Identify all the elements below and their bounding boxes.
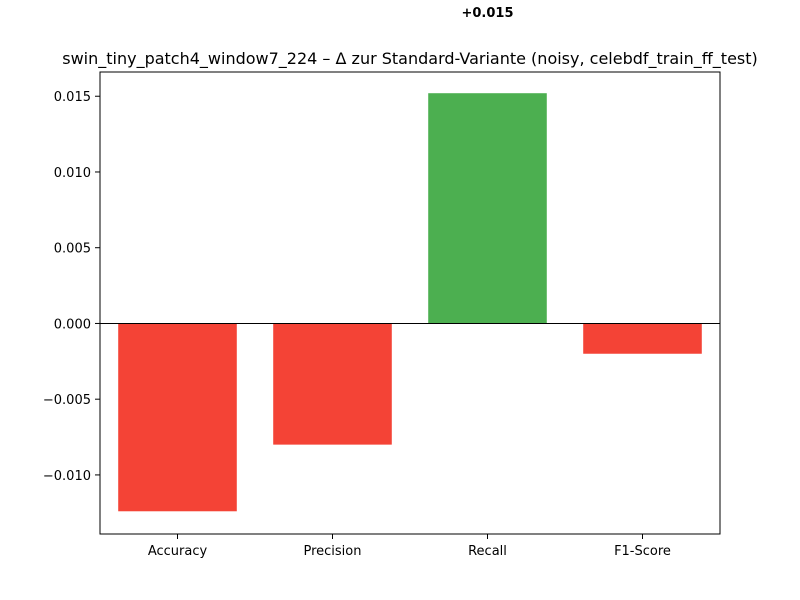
y-tick-label: −0.010	[43, 469, 91, 484]
x-tick-label: Recall	[468, 544, 507, 559]
chart-title: swin_tiny_patch4_window7_224 – Δ zur Sta…	[62, 49, 758, 69]
bar-recall	[428, 93, 547, 324]
y-tick-label: −0.005	[43, 393, 91, 408]
data-labels: +0.015	[461, 6, 513, 21]
bar-f1-score	[583, 323, 702, 354]
bar-accuracy	[118, 323, 237, 512]
plot-area	[118, 93, 702, 512]
bar-precision	[273, 323, 392, 445]
x-tick-label: Precision	[303, 544, 361, 559]
y-tick-label: 0.005	[54, 242, 91, 257]
y-tick-label: 0.000	[54, 317, 91, 332]
y-tick-label: 0.010	[54, 166, 91, 181]
x-tick-label: F1-Score	[614, 544, 671, 559]
bar-value-label: +0.015	[461, 6, 513, 21]
axes: Accuracy Precision Recall F1-Score 0.015 0.01…	[43, 71, 721, 559]
x-tick-label: Accuracy	[148, 544, 208, 559]
plot-frame	[99, 71, 721, 535]
y-tick-label: 0.015	[54, 90, 91, 105]
